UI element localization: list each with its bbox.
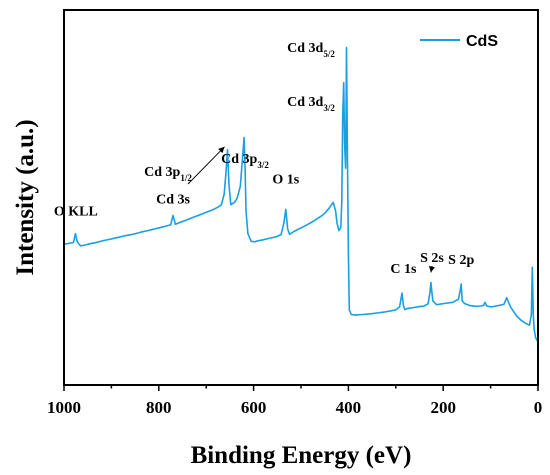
plot-frame — [63, 9, 539, 386]
legend-entry-label: CdS — [466, 33, 498, 50]
annotation-arrow-line — [187, 146, 225, 185]
peak-label: C 1s — [390, 262, 417, 277]
x-tick-label: 0 — [534, 398, 543, 417]
peak-label: S 2p — [448, 253, 474, 268]
annotation-arrow-head — [428, 266, 435, 273]
peak-label: O KLL — [54, 205, 98, 220]
peak-label: Cd 3p3/2 — [221, 152, 269, 170]
peak-label: O 1s — [272, 172, 299, 187]
peak-label: Cd 3d5/2 — [287, 41, 335, 59]
x-tick-label: 1000 — [47, 398, 81, 417]
y-axis-title: Intensity (a.u.) — [12, 119, 39, 275]
x-tick-label: 200 — [430, 398, 456, 417]
series-line-cds — [63, 46, 539, 343]
peak-label: Cd 3s — [156, 192, 190, 207]
legend: CdS — [420, 33, 498, 50]
peak-label: Cd 3d3/2 — [287, 95, 335, 113]
x-tick-label: 800 — [146, 398, 172, 417]
peak-label: Cd 3p1/2 — [144, 165, 192, 183]
x-axis-title: Binding Energy (eV) — [191, 442, 412, 469]
peak-label: S 2s — [420, 251, 444, 266]
annotation-arrow-head — [218, 146, 225, 154]
x-tick-label: 400 — [336, 398, 362, 417]
x-tick-label: 600 — [241, 398, 267, 417]
